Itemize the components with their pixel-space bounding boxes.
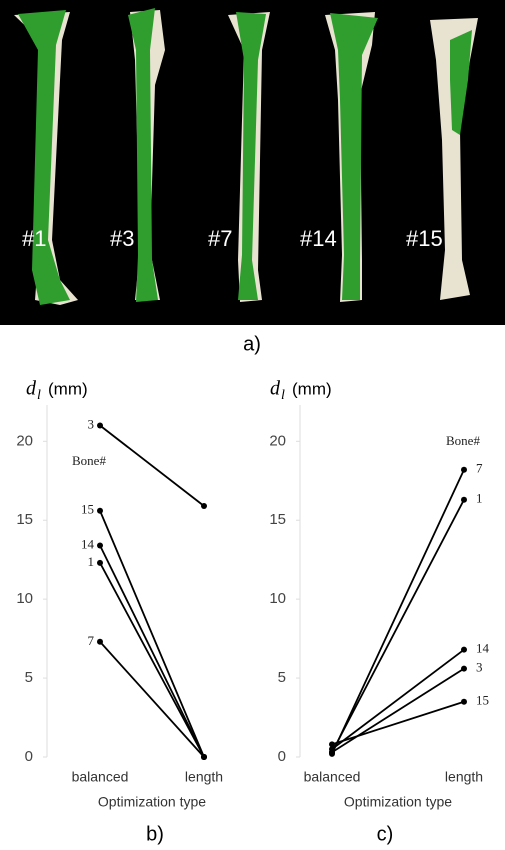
y-tick-label: 0 xyxy=(25,748,33,765)
series-line xyxy=(331,667,465,754)
series-label: 15 xyxy=(476,693,489,708)
data-point xyxy=(201,503,207,510)
data-point xyxy=(97,507,103,514)
y-tick-label: 10 xyxy=(269,590,286,607)
data-point xyxy=(461,496,467,503)
y-label-unit: (mm) xyxy=(292,379,332,398)
series-line xyxy=(331,648,465,750)
y-tick-label: 10 xyxy=(16,590,33,607)
y-tick-label: 5 xyxy=(278,669,286,686)
y-label-symbol: d xyxy=(26,378,37,400)
y-tick-label: 20 xyxy=(16,432,33,449)
series-label: 7 xyxy=(476,461,483,476)
series-line xyxy=(99,545,205,758)
data-point xyxy=(329,741,335,748)
data-point xyxy=(201,754,207,760)
series-line xyxy=(99,641,205,758)
data-point xyxy=(97,542,103,549)
series-label: 1 xyxy=(88,554,95,569)
y-tick-label: 15 xyxy=(269,511,286,528)
data-point xyxy=(329,749,335,756)
y-tick-label: 15 xyxy=(16,511,33,528)
series-label: 7 xyxy=(88,633,95,648)
x-tick-label: balanced xyxy=(304,769,361,785)
series-label: 1 xyxy=(476,491,483,506)
x-label: Optimization type xyxy=(98,794,206,810)
data-point xyxy=(461,665,467,672)
data-point xyxy=(97,559,103,566)
annotation: Bone# xyxy=(72,453,106,468)
bone-renderings xyxy=(14,8,478,305)
bone-label: #7 xyxy=(208,226,232,251)
series-line xyxy=(99,562,205,758)
data-point xyxy=(461,698,467,705)
bone-label: #14 xyxy=(300,226,337,251)
series-label: 3 xyxy=(88,417,95,432)
y-tick-label: 0 xyxy=(278,748,286,765)
annotation: Bone# xyxy=(446,433,480,448)
series-label: 14 xyxy=(476,641,490,656)
series-label: 14 xyxy=(81,536,95,551)
series-line xyxy=(331,700,465,746)
data-point xyxy=(461,466,467,473)
series-line xyxy=(99,424,205,507)
panel-caption: b) xyxy=(146,823,164,845)
x-tick-label: length xyxy=(445,769,483,785)
y-label-symbol: d xyxy=(270,378,281,400)
y-label-subscript: l xyxy=(37,388,41,403)
x-tick-label: length xyxy=(185,769,223,785)
series-label: 3 xyxy=(476,660,483,675)
series-line xyxy=(331,499,465,753)
x-tick-label: balanced xyxy=(72,769,129,785)
data-point xyxy=(461,646,467,653)
data-point xyxy=(97,422,103,429)
y-label-unit: (mm) xyxy=(48,379,88,398)
panel-caption: c) xyxy=(377,823,394,845)
x-label: Optimization type xyxy=(344,794,452,810)
y-label-subscript: l xyxy=(281,388,285,403)
series-label: 15 xyxy=(81,502,94,517)
y-tick-label: 20 xyxy=(269,432,286,449)
series-line xyxy=(99,510,205,758)
bone-label: #15 xyxy=(406,226,443,251)
series-line xyxy=(331,469,465,755)
data-point xyxy=(97,638,103,645)
bone-label: #3 xyxy=(110,226,134,251)
y-tick-label: 5 xyxy=(25,669,33,686)
bone-label: #1 xyxy=(22,226,46,251)
panel-caption: a) xyxy=(243,333,261,355)
